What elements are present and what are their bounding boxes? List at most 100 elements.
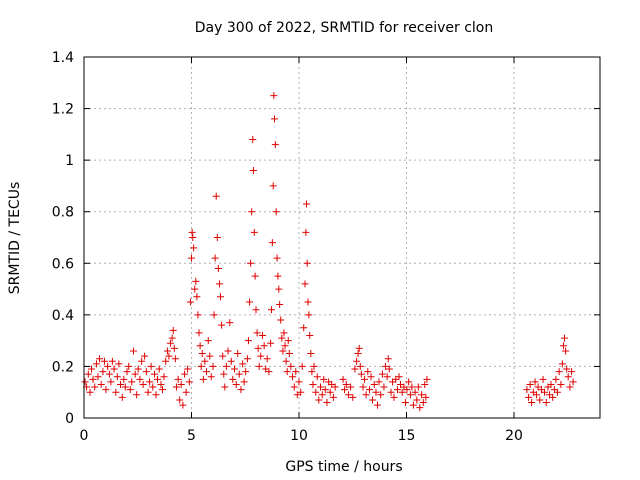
data-point [339,375,347,383]
data-point [559,342,567,350]
data-point [269,182,277,190]
data-point [203,368,211,376]
data-point [406,391,414,399]
data-point [184,365,192,373]
data-point [246,298,254,306]
data-point [214,264,222,272]
data-point [378,370,386,378]
data-point [91,383,99,391]
data-point [271,141,279,149]
data-point [257,352,265,360]
data-point [267,306,275,314]
data-point [289,373,297,381]
data-point [177,380,185,388]
data-point [302,228,310,236]
data-point [357,370,365,378]
data-point [312,388,320,396]
data-point [277,316,285,324]
data-point [253,329,261,337]
data-point [229,375,237,383]
data-point [142,368,150,376]
data-point [157,380,165,388]
data-point [179,401,187,409]
data-point [344,391,352,399]
data-point [149,383,157,391]
data-point [405,378,413,386]
data-point [528,399,536,407]
data-point [287,362,295,370]
data-point [237,386,245,394]
data-point [367,373,375,381]
y-tick-label: 0 [65,411,74,427]
data-point [309,380,317,388]
data-point [279,347,287,355]
data-point [192,277,200,285]
data-point [373,401,381,409]
data-point [215,280,223,288]
data-point [553,388,561,396]
data-point [409,401,417,409]
data-point [94,373,102,381]
data-point [86,388,94,396]
data-point [176,396,184,404]
data-point [211,254,219,262]
data-point [170,344,178,352]
data-point [326,388,334,396]
data-point [525,393,533,401]
data-point [297,388,305,396]
data-point [163,347,171,355]
data-point [196,342,204,350]
data-point [416,404,424,412]
data-point [421,380,429,388]
data-point [272,208,280,216]
data-point [303,200,311,208]
data-point [95,355,103,363]
data-point [206,352,214,360]
data-point [523,386,531,394]
data-point [353,357,361,365]
data-point [384,355,392,363]
data-point [146,378,154,386]
x-axis-label: GPS time / hours [285,459,402,475]
data-point [349,393,357,401]
data-point [411,388,419,396]
data-point [541,388,549,396]
data-point [536,396,544,404]
y-tick-label: 0.6 [52,256,74,272]
data-point [190,244,198,252]
axis-ticks: 0 0.2 0.4 0.6 0.8 1 1.2 1.4 0 5 10 15 20 [52,50,600,444]
data-point [390,393,398,401]
data-point [162,357,170,365]
data-point [351,365,359,373]
data-point [198,350,206,358]
data-point [110,365,118,373]
data-point [174,375,182,383]
data-point [210,311,218,319]
data-point [419,399,427,407]
data-point [165,352,173,360]
data-point [89,375,97,383]
data-point [104,362,112,370]
data-point [280,329,288,337]
data-point [105,370,113,378]
data-point [563,365,571,373]
data-point [117,380,125,388]
data-point [118,393,126,401]
data-point [422,393,430,401]
data-point [217,293,225,301]
data-point [408,383,416,391]
data-point [381,362,389,370]
data-point [240,378,248,386]
data-point [244,337,252,345]
data-point [121,383,129,391]
data-point [169,326,177,334]
data-point [195,329,203,337]
data-point [398,388,406,396]
data-point [182,388,190,396]
data-point [282,357,290,365]
data-point [231,365,238,373]
data-point [321,386,329,394]
data-point [387,388,395,396]
data-point [341,386,349,394]
data-point [243,355,251,363]
